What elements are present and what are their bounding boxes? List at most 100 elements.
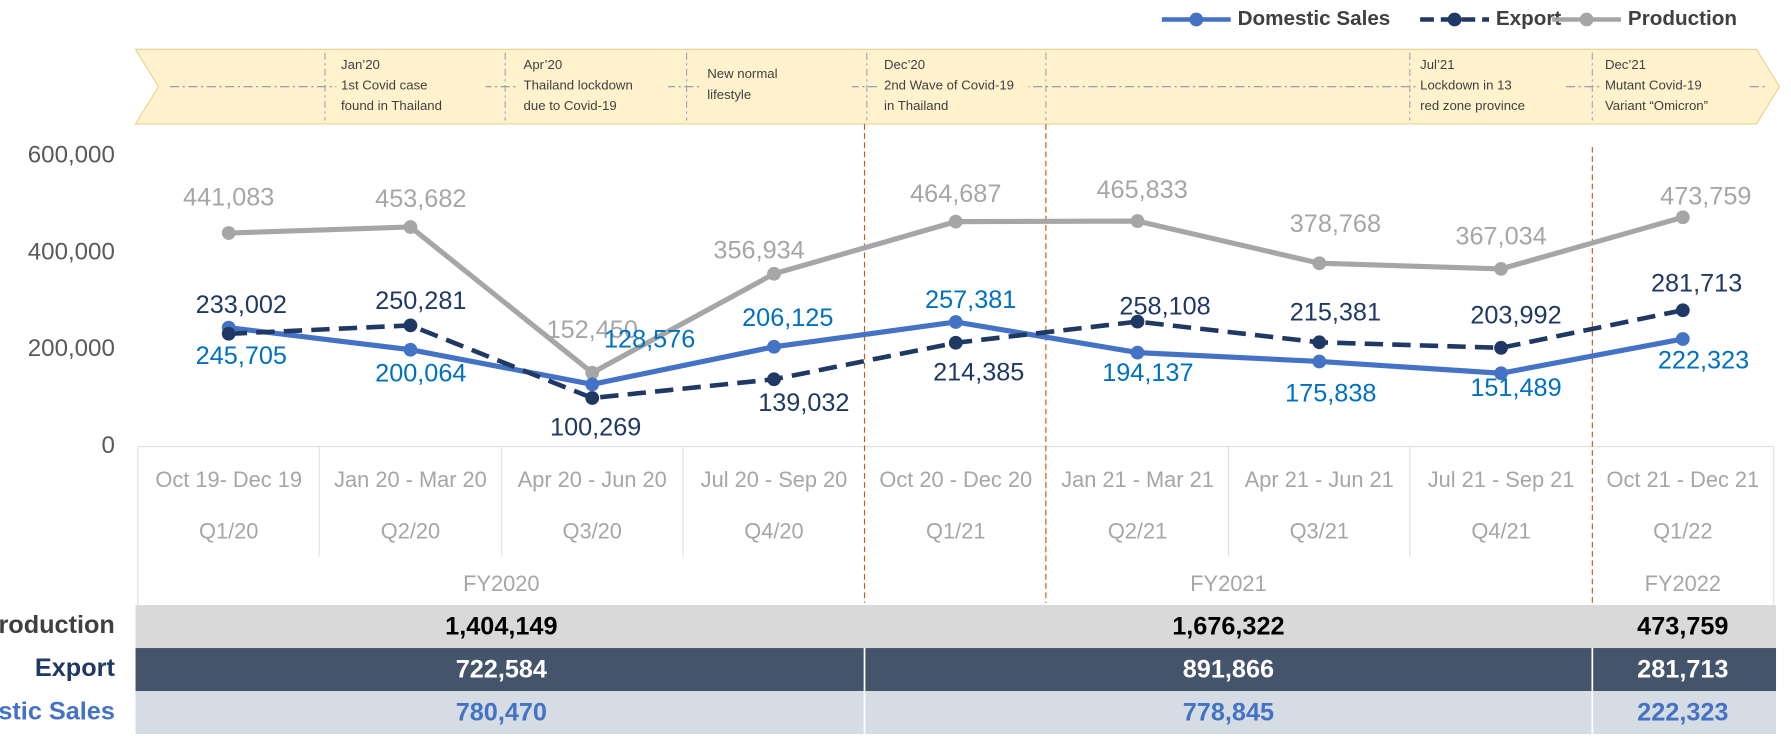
legend-label: Domestic Sales <box>1238 7 1391 30</box>
quarter-label: Q1/21 <box>926 518 985 543</box>
event-text: in Thailand <box>884 98 948 113</box>
point <box>767 266 781 281</box>
x-tick-label: Oct 20 - Dec 20 <box>879 467 1032 492</box>
point <box>948 335 963 350</box>
point <box>1494 366 1508 381</box>
table-value: 222,323 <box>1637 698 1728 726</box>
row-label: Export <box>35 654 116 682</box>
row-label: Domestic Sales <box>0 697 115 725</box>
event-text: due to Covid-19 <box>524 98 617 113</box>
event-text: 2nd Wave of Covid-19 <box>884 78 1014 93</box>
data-label: 441,083 <box>183 183 274 211</box>
point <box>1130 345 1145 360</box>
fiscal-year-label: FY2020 <box>463 571 539 596</box>
table-value: 891,866 <box>1183 655 1274 683</box>
data-label: 152,450 <box>547 316 638 344</box>
point <box>1494 340 1508 355</box>
x-tick-label: Jul 20 - Sep 20 <box>701 467 848 492</box>
event-date: New normal <box>707 66 777 81</box>
point <box>1130 214 1145 228</box>
y-tick-label: 0 <box>101 432 114 459</box>
table-row <box>135 604 1777 649</box>
fiscal-year-label: FY2021 <box>1190 571 1266 596</box>
fiscal-year-label: FY2022 <box>1645 571 1721 596</box>
data-label: 257,381 <box>925 286 1016 314</box>
quarter-label: Q1/20 <box>199 518 258 543</box>
data-label: 367,034 <box>1455 223 1546 251</box>
table-value: 1,404,149 <box>445 612 557 640</box>
quarter-label: Q4/21 <box>1471 518 1530 543</box>
quarter-label: Q1/22 <box>1653 518 1712 543</box>
data-label: 453,682 <box>375 185 466 213</box>
legend-marker <box>1579 12 1594 27</box>
x-tick-label: Oct 19- Dec 19 <box>155 467 302 492</box>
point <box>1312 256 1327 271</box>
data-label: 356,934 <box>713 237 804 265</box>
data-label: 258,108 <box>1119 293 1210 321</box>
point <box>221 226 236 240</box>
row-label: Production <box>0 611 115 639</box>
point <box>948 214 963 229</box>
point <box>767 339 781 354</box>
point <box>948 315 963 329</box>
event-text: Lockdown in 13 <box>1420 78 1512 93</box>
point <box>585 377 600 392</box>
data-label: 465,833 <box>1096 176 1187 204</box>
event-bg <box>336 55 486 118</box>
data-label: 194,137 <box>1102 359 1193 387</box>
point <box>1130 314 1145 329</box>
data-label: 128,576 <box>604 325 695 353</box>
point <box>585 391 600 405</box>
point <box>1312 354 1327 369</box>
point <box>403 342 418 357</box>
event-date: Apr’20 <box>524 57 563 72</box>
point <box>1312 335 1327 350</box>
point <box>221 326 236 341</box>
data-label: 281,713 <box>1651 270 1742 298</box>
event-text: 1st Covid case <box>341 78 428 93</box>
x-tick-label: Apr 20 - Jun 20 <box>518 467 667 492</box>
data-label: 250,281 <box>375 287 466 315</box>
table-value: 780,470 <box>456 698 547 726</box>
data-label: 100,269 <box>550 414 641 442</box>
table-value: 1,676,322 <box>1172 612 1284 640</box>
x-tick-label: Apr 21 - Jun 21 <box>1245 467 1394 492</box>
point <box>403 318 418 333</box>
category-borders <box>137 445 1775 605</box>
timeline-separators <box>324 52 1593 121</box>
data-label: 378,768 <box>1290 210 1381 238</box>
legend-marker <box>1447 12 1462 27</box>
data-label: 200,064 <box>375 360 466 388</box>
data-label: 151,489 <box>1470 374 1561 402</box>
event-text: lifestyle <box>707 87 751 102</box>
event-text: Thailand lockdown <box>524 78 633 93</box>
event-text: Variant “Omicron” <box>1605 98 1708 113</box>
event-date: Dec’21 <box>1605 57 1646 72</box>
data-label: 175,838 <box>1285 379 1376 407</box>
point <box>1675 210 1690 225</box>
point <box>1494 262 1508 276</box>
quarter-label: Q2/20 <box>381 518 440 543</box>
legend-marker <box>1189 12 1204 27</box>
x-tick-label: Jan 20 - Mar 20 <box>334 467 487 492</box>
event-bg <box>879 55 1029 118</box>
y-tick-label: 200,000 <box>28 335 115 362</box>
event-bg <box>1600 55 1750 118</box>
legend-label: Export <box>1496 7 1562 30</box>
table-value: 778,845 <box>1183 698 1274 726</box>
table-row <box>135 648 1777 692</box>
event-bg <box>1415 55 1565 118</box>
data-label: 206,125 <box>742 304 833 332</box>
event-date: Dec’20 <box>884 57 925 72</box>
point <box>767 372 781 387</box>
x-tick-label: Jan 21 - Mar 21 <box>1061 467 1214 492</box>
data-label: 464,687 <box>910 180 1001 208</box>
table-value: 473,759 <box>1637 612 1728 640</box>
data-label: 203,992 <box>1470 302 1561 330</box>
event-text: Mutant Covid-19 <box>1605 78 1702 93</box>
data-label: 139,032 <box>758 389 849 417</box>
x-tick-label: Oct 21 - Dec 21 <box>1607 467 1760 492</box>
point <box>585 365 600 380</box>
event-bg <box>702 64 852 106</box>
